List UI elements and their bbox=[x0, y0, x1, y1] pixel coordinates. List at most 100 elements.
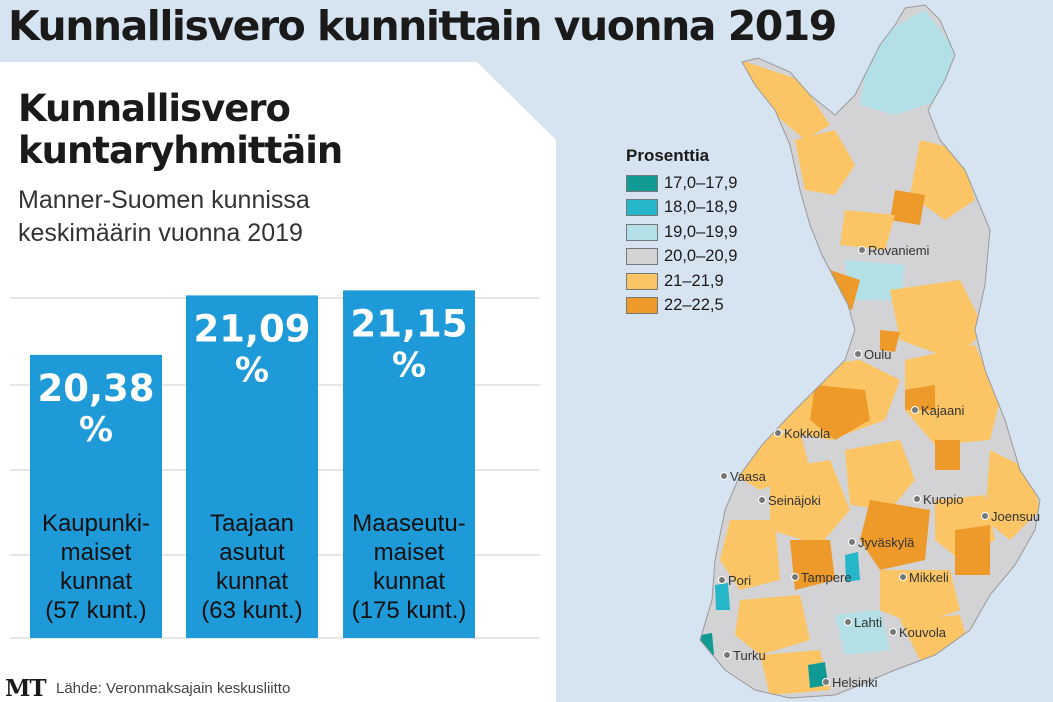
bar-value-label: 21,09 bbox=[193, 307, 310, 350]
region-mikkeli-area bbox=[880, 570, 960, 625]
bar-category-label: (63 kunt.) bbox=[201, 597, 302, 624]
legend-item: 20,0–20,9 bbox=[626, 245, 737, 270]
city-marker bbox=[822, 678, 830, 686]
region-ii bbox=[880, 330, 900, 352]
city-label: Seinäjoki bbox=[768, 493, 821, 508]
bar-category-label: Maaseutu- bbox=[352, 510, 465, 537]
city-marker bbox=[913, 495, 921, 503]
legend-label: 20,0–20,9 bbox=[664, 247, 738, 266]
city-label: Mikkeli bbox=[909, 570, 949, 585]
region-kemijarvi bbox=[890, 190, 925, 225]
bar-value-label: % bbox=[235, 350, 269, 390]
legend-label: 18,0–18,9 bbox=[664, 198, 738, 217]
bar bbox=[186, 295, 318, 638]
city-label: Oulu bbox=[864, 347, 891, 362]
bar-category-label: kunnat bbox=[373, 568, 445, 595]
legend-title: Prosenttia bbox=[626, 146, 710, 165]
legend-item: 21–21,9 bbox=[626, 269, 737, 294]
bar-category-label: kunnat bbox=[216, 568, 288, 595]
publisher-logo: MT bbox=[5, 675, 47, 702]
finland-outline bbox=[699, 4, 1041, 699]
region-varsinais-suomi bbox=[735, 595, 810, 655]
city-marker bbox=[889, 628, 897, 636]
legend-label: 17,0–17,9 bbox=[664, 173, 738, 192]
legend-swatch bbox=[626, 223, 658, 241]
city-label: Pori bbox=[728, 573, 751, 588]
city-marker bbox=[758, 496, 766, 504]
bar-category-label: kunnat bbox=[60, 568, 132, 595]
region-posio bbox=[890, 280, 985, 360]
city-label: Joensuu bbox=[991, 509, 1040, 524]
city-label: Kouvola bbox=[899, 625, 947, 640]
region-rovaniemi-area bbox=[840, 210, 895, 250]
city-label: Rovaniemi bbox=[868, 243, 930, 258]
source-note: Lähde: Veronmaksajain keskusliitto bbox=[56, 680, 291, 697]
bar-value-label: % bbox=[392, 345, 426, 385]
city-marker bbox=[720, 472, 728, 480]
bar-value-label: % bbox=[79, 410, 113, 450]
chart-subtitle: Manner-Suomen kunnissa keskimäärin vuonna… bbox=[18, 186, 310, 247]
region-keski-suomi-north bbox=[845, 440, 915, 510]
bar-category-label: maiset bbox=[61, 539, 132, 566]
city-label: Vaasa bbox=[730, 469, 767, 484]
region-north-a bbox=[795, 130, 855, 195]
city-label: Tampere bbox=[801, 570, 852, 585]
legend-label: 22–22,5 bbox=[664, 296, 724, 315]
finland-municipality-map: Rovaniemi Oulu Kajaani Kokkola VaasaSeinäjok… bbox=[699, 4, 1041, 699]
region-kainuu-c bbox=[935, 440, 960, 470]
bar-category-label: Taajaan bbox=[210, 510, 294, 537]
city-marker bbox=[981, 512, 989, 520]
city-label: Lahti bbox=[854, 615, 882, 630]
map-legend: Prosenttia 17,0–17,9 18,0–18,9 19,0–19,9 20… bbox=[626, 146, 737, 318]
bar-category-label: maiset bbox=[374, 539, 445, 566]
region-tampere-neighbor bbox=[845, 552, 860, 582]
city-marker bbox=[858, 246, 866, 254]
city-marker bbox=[911, 406, 919, 414]
page-title: Kunnallisvero kunnittain vuonna 2019 bbox=[8, 2, 837, 50]
city-marker bbox=[718, 576, 726, 584]
bar-value-label: 20,38 bbox=[37, 367, 154, 410]
city-label: Kuopio bbox=[923, 492, 963, 507]
city-label: Turku bbox=[733, 648, 766, 663]
legend-item: 18,0–18,9 bbox=[626, 196, 737, 221]
bar-category-label: (57 kunt.) bbox=[45, 597, 146, 624]
bar-category-label: asutut bbox=[219, 539, 285, 566]
bar bbox=[343, 290, 475, 638]
legend-swatch bbox=[626, 297, 658, 315]
city-marker bbox=[899, 573, 907, 581]
city-marker bbox=[723, 651, 731, 659]
legend-label: 19,0–19,9 bbox=[664, 222, 738, 241]
region-pirkanmaa bbox=[790, 540, 835, 590]
legend-swatch bbox=[626, 174, 658, 192]
bar-value-label: 21,15 bbox=[350, 302, 467, 345]
region-etela-pohjanmaa bbox=[770, 460, 850, 545]
city-marker bbox=[848, 538, 856, 546]
region-kainuu-b bbox=[905, 385, 935, 410]
city-marker bbox=[844, 618, 852, 626]
bar bbox=[30, 354, 162, 638]
city-label: Helsinki bbox=[832, 675, 878, 690]
region-kainuu bbox=[905, 345, 1000, 445]
legend-swatch bbox=[626, 199, 658, 217]
city-marker bbox=[854, 350, 862, 358]
region-ylivieska bbox=[810, 385, 870, 440]
city-marker bbox=[791, 573, 799, 581]
bar-category-label: Kaupunki- bbox=[42, 510, 150, 537]
legend-swatch bbox=[626, 248, 658, 266]
region-satakunta-north bbox=[720, 520, 780, 590]
legend-label: 21–21,9 bbox=[664, 271, 724, 290]
city-label: Kokkola bbox=[784, 426, 831, 441]
city-label: Kajaani bbox=[921, 403, 964, 418]
region-northwest bbox=[740, 60, 830, 140]
legend-item: 17,0–17,9 bbox=[626, 171, 737, 196]
legend-item: 22–22,5 bbox=[626, 294, 737, 319]
legend-swatch bbox=[626, 272, 658, 290]
region-savonlinna bbox=[955, 525, 990, 575]
city-label: Jyväskylä bbox=[858, 535, 915, 550]
region-pori-coast bbox=[715, 583, 730, 610]
legend-item: 19,0–19,9 bbox=[626, 220, 737, 245]
region-archipelago bbox=[700, 633, 714, 656]
region-jyvaskyla-area bbox=[860, 500, 930, 570]
bar-category-label: (175 kunt.) bbox=[352, 597, 467, 624]
